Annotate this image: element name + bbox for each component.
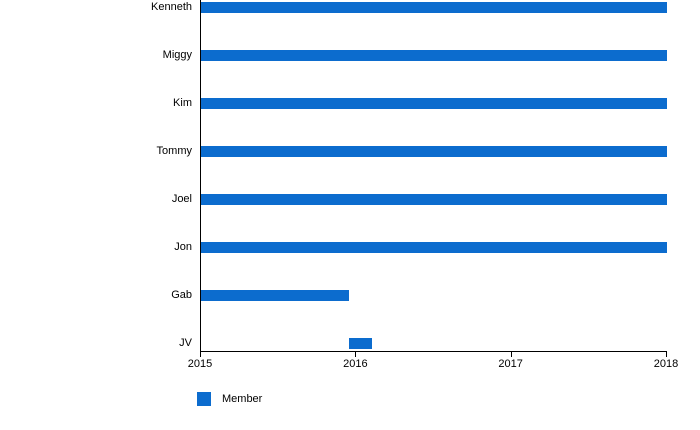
category-label-jon: Jon — [174, 241, 192, 253]
legend: Member — [197, 392, 262, 406]
timeline-bar-kim — [201, 98, 667, 109]
x-tick-2015 — [200, 352, 201, 357]
x-tick-2017 — [510, 352, 512, 357]
category-axis: Kenneth Miggy Kim Tommy Joel Jon Gab JV — [0, 0, 192, 352]
category-label-miggy: Miggy — [162, 49, 192, 61]
x-tick-label-2016: 2016 — [343, 358, 368, 370]
x-tick-label-2015: 2015 — [187, 358, 213, 370]
timeline-bar-jv — [348, 338, 372, 349]
timeline-bar-kenneth — [201, 2, 667, 13]
category-label-gab: Gab — [171, 289, 192, 301]
x-tick-label-2018: 2018 — [653, 358, 679, 370]
legend-label-member: Member — [222, 393, 263, 405]
category-label-jv: JV — [179, 337, 192, 349]
category-label-tommy: Tommy — [156, 145, 192, 157]
category-label-kenneth: Kenneth — [151, 1, 192, 13]
category-label-joel: Joel — [171, 193, 192, 205]
timeline-bar-gab — [201, 290, 349, 301]
plot-area — [200, 0, 667, 352]
timeline-bar-jon — [201, 242, 667, 253]
x-tick-2016 — [355, 352, 357, 357]
x-tick-2018 — [666, 352, 667, 357]
legend-swatch-member — [197, 392, 211, 406]
x-tick-label-2017: 2017 — [498, 358, 523, 370]
category-label-kim: Kim — [173, 97, 192, 109]
timeline-bar-miggy — [201, 50, 667, 61]
timeline-bar-tommy — [201, 146, 667, 157]
timeline-bar-joel — [201, 194, 667, 205]
